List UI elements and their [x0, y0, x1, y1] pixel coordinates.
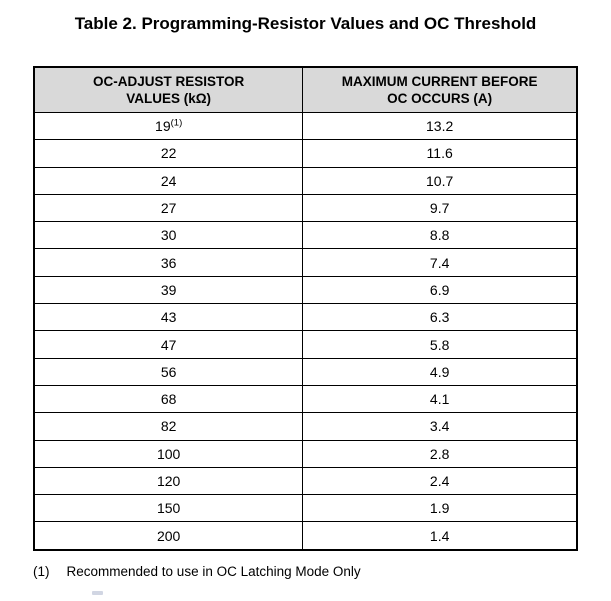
resistor-cell: 39	[33, 275, 304, 305]
header-resistor-line2: VALUES (kΩ)	[126, 91, 212, 106]
footnote-text: Recommended to use in OC Latching Mode O…	[66, 564, 361, 579]
page-edge-artifact	[92, 591, 103, 595]
resistor-cell: 120	[33, 466, 304, 496]
header-current-line2: OC OCCURS (A)	[387, 91, 493, 106]
resistor-cell: 36	[33, 248, 304, 277]
resistor-cell: 47	[33, 330, 304, 359]
current-cell: 6.9	[302, 275, 578, 305]
current-cell: 9.7	[302, 193, 578, 223]
current-cell: 13.2	[302, 111, 578, 141]
current-cell: 4.1	[302, 384, 578, 414]
footnote-ref: (1)	[170, 117, 183, 129]
current-cell: 1.4	[302, 521, 578, 551]
current-cell: 2.4	[302, 466, 578, 496]
resistor-cell: 56	[33, 357, 304, 386]
table-caption: Table 2. Programming-Resistor Values and…	[74, 14, 537, 33]
current-cell: 8.8	[302, 221, 578, 250]
table-row: 39 6.9	[33, 275, 578, 305]
table-row: 56 4.9	[33, 357, 578, 386]
table-row: 30 8.8	[33, 221, 578, 250]
column-header-current: MAXIMUM CURRENT BEFORE OC OCCURS (A)	[302, 66, 578, 113]
resistor-cell: 27	[33, 193, 304, 223]
resistor-cell: 19(1)	[33, 111, 304, 141]
footnote-marker: (1)	[33, 564, 50, 579]
header-current-line1: MAXIMUM CURRENT BEFORE	[341, 74, 538, 89]
resistor-cell: 43	[33, 303, 304, 332]
table-row: 36 7.4	[33, 248, 578, 277]
programming-resistor-table: OC-ADJUST RESISTOR VALUES (kΩ) MAXIMUM C…	[33, 66, 578, 551]
resistor-cell: 200	[33, 521, 304, 551]
column-header-resistor: OC-ADJUST RESISTOR VALUES (kΩ)	[33, 66, 304, 113]
table-row: 43 6.3	[33, 303, 578, 332]
table-row: 19(1) 13.2	[33, 111, 578, 141]
header-row: OC-ADJUST RESISTOR VALUES (kΩ) MAXIMUM C…	[33, 66, 578, 113]
table-header: OC-ADJUST RESISTOR VALUES (kΩ) MAXIMUM C…	[33, 66, 578, 113]
table-row: 100 2.8	[33, 439, 578, 468]
table-row: 120 2.4	[33, 466, 578, 496]
resistor-cell: 68	[33, 384, 304, 414]
resistor-value: 19	[155, 118, 171, 135]
table-row: 150 1.9	[33, 494, 578, 523]
resistor-cell: 22	[33, 139, 304, 168]
table-row: 24 10.7	[33, 166, 578, 195]
table-row: 47 5.8	[33, 330, 578, 359]
current-cell: 7.4	[302, 248, 578, 277]
current-cell: 2.8	[302, 439, 578, 468]
resistor-cell: 82	[33, 412, 304, 441]
resistor-cell: 30	[33, 221, 304, 250]
current-cell: 10.7	[302, 166, 578, 195]
current-cell: 5.8	[302, 330, 578, 359]
table-body: 19(1) 13.2 22 11.6 24 10.7 27 9.7 30 8.8…	[33, 111, 578, 551]
resistor-cell: 100	[33, 439, 304, 468]
footnote: (1) Recommended to use in OC Latching Mod…	[33, 564, 361, 580]
table-row: 200 1.4	[33, 521, 578, 551]
header-resistor-line1: OC-ADJUST RESISTOR	[93, 74, 245, 89]
resistor-cell: 24	[33, 166, 304, 195]
current-cell: 11.6	[302, 139, 578, 168]
table-row: 22 11.6	[33, 139, 578, 168]
current-cell: 6.3	[302, 303, 578, 332]
table-row: 27 9.7	[33, 193, 578, 223]
current-cell: 3.4	[302, 412, 578, 441]
table-row: 68 4.1	[33, 384, 578, 414]
resistor-cell: 150	[33, 494, 304, 523]
current-cell: 4.9	[302, 357, 578, 386]
table-row: 82 3.4	[33, 412, 578, 441]
current-cell: 1.9	[302, 494, 578, 523]
